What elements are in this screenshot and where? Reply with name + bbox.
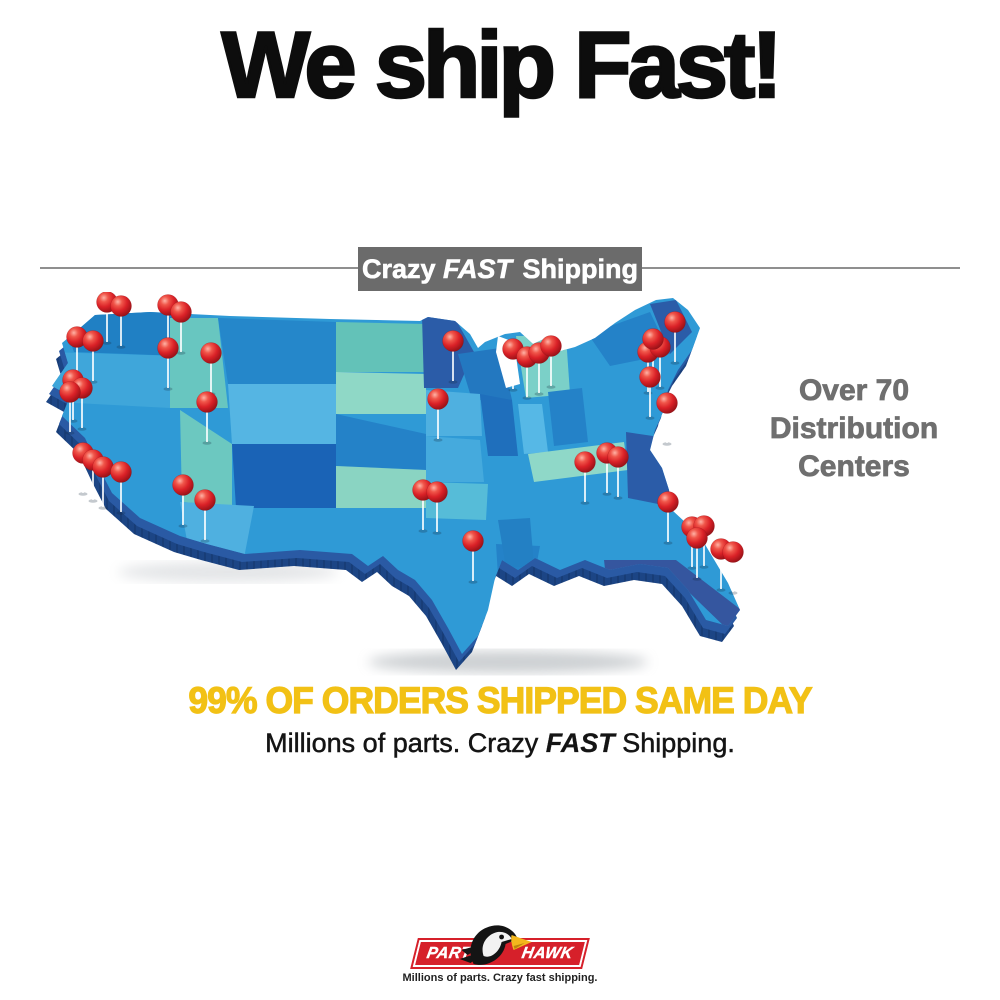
state-patches (52, 300, 740, 630)
sub-emphasis: FAST (545, 728, 615, 758)
distribution-centers-label: Over 70 Distribution Centers (738, 372, 970, 486)
hawk-head-icon (459, 925, 532, 965)
badge-text-prefix: Crazy (361, 253, 444, 284)
distribution-line-3: Centers (798, 450, 911, 484)
map-shadow (118, 562, 648, 673)
us-map-svg (46, 292, 744, 673)
badge-text-emphasis: FAST (443, 253, 513, 284)
location-pins (59, 292, 744, 563)
distribution-line-1: Over 70 (798, 374, 910, 408)
page-title: We ship Fast! (220, 12, 784, 117)
pin-stems (65, 306, 738, 595)
distribution-line-2: Distribution (769, 412, 939, 446)
sub-suffix: Shipping. (614, 728, 735, 759)
badge-text-suffix: Shipping (515, 253, 639, 284)
partshawk-logo: PARTS HAWK Millions of parts. Crazy fast… (380, 924, 620, 986)
us-distribution-map (28, 292, 768, 692)
sub-headline: Millions of parts. Crazy FAST Shipping. (0, 728, 1000, 759)
same-day-headline: 99% OF ORDERS SHIPPED SAME DAY (188, 679, 813, 721)
sub-prefix: Millions of parts. Crazy (265, 728, 546, 759)
logo-tagline: Millions of parts. Crazy fast shipping. (402, 972, 598, 984)
shipping-badge: Crazy FAST Shipping (358, 247, 642, 291)
